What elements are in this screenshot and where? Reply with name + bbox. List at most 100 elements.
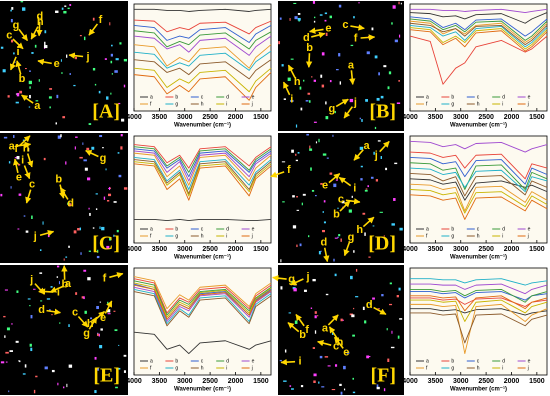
particle: [313, 121, 317, 123]
particle: [89, 212, 91, 216]
particle: [66, 54, 68, 58]
legend-label: j: [527, 101, 529, 107]
x-tick-label: 2000: [228, 246, 244, 253]
particle: [87, 277, 91, 281]
legend-label: c: [201, 358, 204, 364]
marker-label: f: [103, 273, 107, 285]
particle: [27, 298, 31, 300]
particle: [323, 200, 326, 203]
particle: [313, 373, 317, 377]
particle: [302, 193, 306, 196]
particle: [39, 249, 42, 252]
particle: [99, 345, 103, 349]
particle: [98, 333, 100, 337]
x-tick-label: 2000: [504, 378, 520, 385]
particle: [366, 51, 370, 55]
spectrum-line: [410, 295, 548, 312]
particle: [383, 235, 385, 237]
particle: [9, 350, 13, 352]
marker-label: b: [61, 279, 68, 291]
particle: [299, 243, 302, 247]
particle: [7, 95, 10, 98]
spectrum-line: [133, 72, 272, 101]
arrow: [270, 171, 285, 178]
particle: [372, 297, 375, 300]
arrow: [12, 38, 24, 50]
particle: [29, 86, 31, 89]
particle: [293, 2, 297, 4]
particle: [312, 278, 316, 282]
marker-label: d: [320, 237, 327, 249]
particle: [63, 258, 65, 261]
particle: [324, 356, 329, 358]
particle: [14, 157, 17, 159]
particle: [55, 10, 59, 13]
particle: [396, 295, 399, 298]
particle: [0, 361, 5, 364]
particle: [322, 229, 325, 233]
particle: [35, 100, 39, 102]
x-tick-label: 3500: [152, 246, 168, 253]
legend-label: i: [502, 233, 503, 239]
particle: [4, 335, 6, 338]
particle: [359, 146, 364, 150]
legend-label: h: [477, 233, 480, 239]
marker-label: b: [299, 329, 306, 341]
marker-label: i: [16, 46, 19, 58]
arrow: [272, 274, 287, 282]
arrow: [287, 64, 296, 78]
arrow: [49, 285, 64, 293]
marker-label: j: [353, 97, 357, 109]
panel-label: [D]: [368, 233, 396, 255]
particle: [366, 355, 370, 359]
particle: [92, 227, 95, 229]
particle: [303, 79, 305, 82]
particle: [340, 238, 342, 242]
particle: [60, 134, 62, 138]
marker-label: c: [342, 19, 348, 31]
spectrum-line: [134, 8, 272, 12]
particle: [343, 365, 346, 370]
particle: [380, 95, 384, 99]
particle: [364, 232, 366, 236]
particle: [338, 4, 342, 8]
marker-label: h: [294, 76, 301, 88]
x-tick-label: 3500: [428, 246, 444, 253]
particle: [99, 135, 103, 138]
spectrum-line: [409, 27, 548, 50]
spectrum-line: [133, 156, 272, 190]
legend-label: g: [451, 101, 454, 107]
particle: [280, 259, 282, 263]
legend-label: a: [150, 226, 153, 232]
particle: [5, 361, 8, 363]
spectrum-line: [133, 280, 272, 316]
spectrum-line: [410, 312, 548, 344]
marker-label: a: [9, 140, 16, 152]
particle: [331, 389, 336, 391]
particle: [88, 207, 90, 210]
particle: [16, 290, 19, 293]
particle: [360, 178, 363, 181]
arrow: [305, 53, 313, 68]
particle: [3, 315, 6, 318]
particle: [283, 98, 286, 100]
particle: [74, 146, 76, 150]
legend-label: f: [426, 365, 428, 371]
particle: [115, 58, 119, 61]
particle: [123, 370, 126, 373]
particle: [11, 323, 13, 325]
particle: [309, 145, 311, 149]
particle: [19, 360, 21, 363]
marker-label: d: [37, 11, 44, 23]
spectrum-line: [133, 44, 272, 69]
arrow: [9, 56, 17, 71]
spectrum-line: [410, 291, 548, 301]
legend-label: j: [251, 365, 253, 371]
spectrum-line: [409, 189, 548, 214]
x-tick-label: 4000: [402, 246, 418, 253]
particle: [91, 146, 95, 150]
particle: [16, 155, 20, 160]
particle: [109, 187, 112, 189]
particle: [292, 225, 297, 229]
legend-label: e: [252, 358, 255, 364]
